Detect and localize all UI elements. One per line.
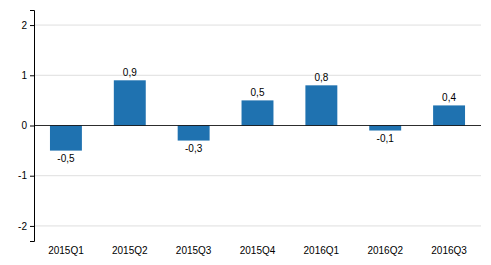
y-tick: -2 <box>18 221 34 232</box>
x-tick: 2015Q3 <box>176 241 212 256</box>
grid-line <box>34 225 481 226</box>
data-label: 0,8 <box>314 72 328 83</box>
x-tick-label: 2016Q1 <box>304 245 340 256</box>
y-tick-label: -1 <box>18 170 27 181</box>
y-tick-mark <box>30 25 34 26</box>
y-tick-mark <box>30 226 34 227</box>
y-axis: -2 -1 0 1 2 <box>18 11 34 242</box>
x-tick: 2016Q3 <box>431 241 467 256</box>
x-tick: 2016Q1 <box>304 241 340 256</box>
bar <box>114 80 146 125</box>
y-tick: 2 <box>21 20 34 31</box>
bar <box>178 126 210 141</box>
data-label: -0,3 <box>185 143 203 154</box>
y-axis-line <box>30 11 35 242</box>
bar <box>50 126 82 151</box>
y-tick-mark <box>30 75 34 76</box>
zero-line <box>34 125 481 126</box>
x-tick-label: 2015Q2 <box>112 245 148 256</box>
x-tick-label: 2015Q1 <box>48 245 84 256</box>
grid-line <box>34 125 481 126</box>
grid <box>34 25 481 226</box>
grid-line <box>34 25 481 26</box>
x-tick: 2015Q2 <box>112 241 148 256</box>
data-label: -0,1 <box>377 133 395 144</box>
plot: -2-10122015Q12015Q22015Q32015Q42016Q1201… <box>18 11 481 257</box>
data-label: 0,5 <box>251 87 265 98</box>
x-tick: 2015Q1 <box>48 241 84 256</box>
data-label: 0,4 <box>442 92 456 103</box>
grid-line <box>34 75 481 76</box>
y-tick-mark <box>30 176 34 177</box>
data-label: -0,5 <box>57 153 75 164</box>
y-tick-label: -2 <box>18 221 27 232</box>
x-tick-label: 2016Q3 <box>431 245 467 256</box>
y-tick-label: 1 <box>21 70 27 81</box>
x-tick: 2016Q2 <box>367 241 403 256</box>
y-tick-mark <box>30 126 34 127</box>
x-axis: 2015Q1 2015Q2 2015Q3 2015Q4 2016Q1 2016Q2 2016… <box>35 241 482 256</box>
y-tick: 1 <box>21 70 34 81</box>
bar <box>433 105 465 125</box>
bars <box>50 80 465 150</box>
data-label: 0,9 <box>123 67 137 78</box>
x-tick-label: 2015Q4 <box>240 245 276 256</box>
y-tick-label: 2 <box>21 20 27 31</box>
y-tick-label: 0 <box>21 120 27 131</box>
data-labels: -0,5 0,9 -0,3 0,5 0,8 -0,1 0,4 <box>57 67 456 164</box>
bar <box>369 126 401 131</box>
x-tick: 2015Q4 <box>240 241 276 256</box>
x-tick-label: 2015Q3 <box>176 245 212 256</box>
x-axis-line <box>35 241 482 242</box>
bar <box>242 100 274 125</box>
chart: -2-10122015Q12015Q22015Q32015Q42016Q1201… <box>0 0 491 265</box>
grid-line <box>34 175 481 176</box>
y-tick: 0 <box>21 120 34 131</box>
bar <box>305 85 337 125</box>
y-tick: -1 <box>18 170 34 181</box>
x-tick-label: 2016Q2 <box>367 245 403 256</box>
